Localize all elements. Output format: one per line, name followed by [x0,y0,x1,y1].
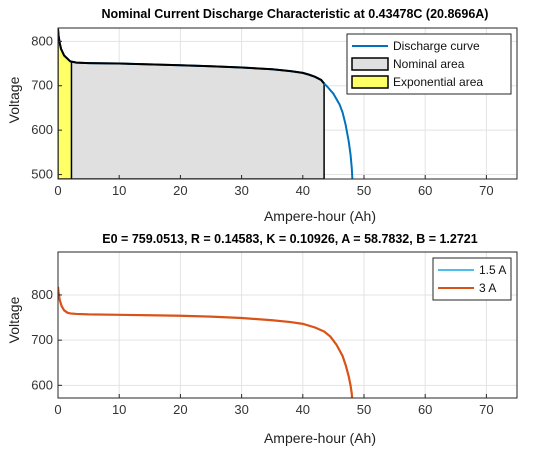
chart-1-y-tick-label: 600 [31,122,53,137]
chart-2-x-tick-label: 20 [173,402,187,417]
chart-2-y-tick-label: 700 [31,332,53,347]
chart-1-x-tick-label: 10 [112,183,126,198]
chart-1-y-tick-label: 500 [31,167,53,182]
chart-2-series-line-1 [58,286,354,398]
chart-1-y-tick-label: 700 [31,78,53,93]
chart-2-y-tick-label: 800 [31,287,53,302]
chart-2-data-layer [58,286,354,398]
chart-2-xlabel: Ampere-hour (Ah) [264,430,376,446]
chart-2-x-tick-label: 50 [357,402,371,417]
chart-1-nominal-outline [58,28,325,85]
chart-1-x-tick-label: 0 [54,183,61,198]
chart-2-x-tick-label: 30 [234,402,248,417]
chart-1-axes-box [57,27,518,180]
chart-2-axes-box [57,251,518,399]
chart-2-x-tick-label: 70 [479,402,493,417]
chart-1-xlabel: Ampere-hour (Ah) [264,208,376,224]
chart-1-ylabel: Voltage [6,76,22,123]
chart-1-plot: 0 10 20 30 40 50 60 70 500 600 700 800 Discharge cur… [31,27,518,198]
chart-2-x-tick-label: 10 [112,402,126,417]
chart-1-legend-label-nominal-area: Nominal area [393,57,465,71]
chart-2-legend-label-1-5-a: 1.5 A [479,263,506,277]
chart-1-data-layer [58,28,354,179]
chart-2-legend-box [432,257,512,301]
chart-1-x-tick-label: 60 [418,183,432,198]
chart-1-legend-label-exponential-area: Exponential area [393,75,483,89]
chart-1-legend-swatch-exponential-area [351,75,389,89]
chart-2-title: E0 = 759.0513, R = 0.14583, K = 0.10926,… [102,232,477,246]
chart-2-legend-label-3-a: 3 A [479,281,496,295]
chart-2-ylabel: Voltage [6,296,22,343]
chart-1-legend-swatch-nominal-area [351,57,389,71]
chart-2-y-tick-label: 600 [31,377,53,392]
chart-1-legend-label-discharge-curve: Discharge curve [393,39,480,53]
chart-1-x-tick-label: 50 [357,183,371,198]
chart-2-plot: 0 10 20 30 40 50 60 70 600 700 800 1.5 A 3 A [31,251,518,417]
chart-1-y-tick-label: 800 [31,33,53,48]
chart-1-x-tick-label: 30 [234,183,248,198]
chart-1-x-tick-label: 40 [296,183,310,198]
chart-2-x-tick-label: 60 [418,402,432,417]
chart-1-x-tick-label: 20 [173,183,187,198]
chart-1-title: Nominal Current Discharge Characteristic… [102,7,489,21]
chart-2-x-tick-label: 40 [296,402,310,417]
chart-1-x-tick-label: 70 [479,183,493,198]
chart-2-x-tick-label: 0 [54,402,61,417]
